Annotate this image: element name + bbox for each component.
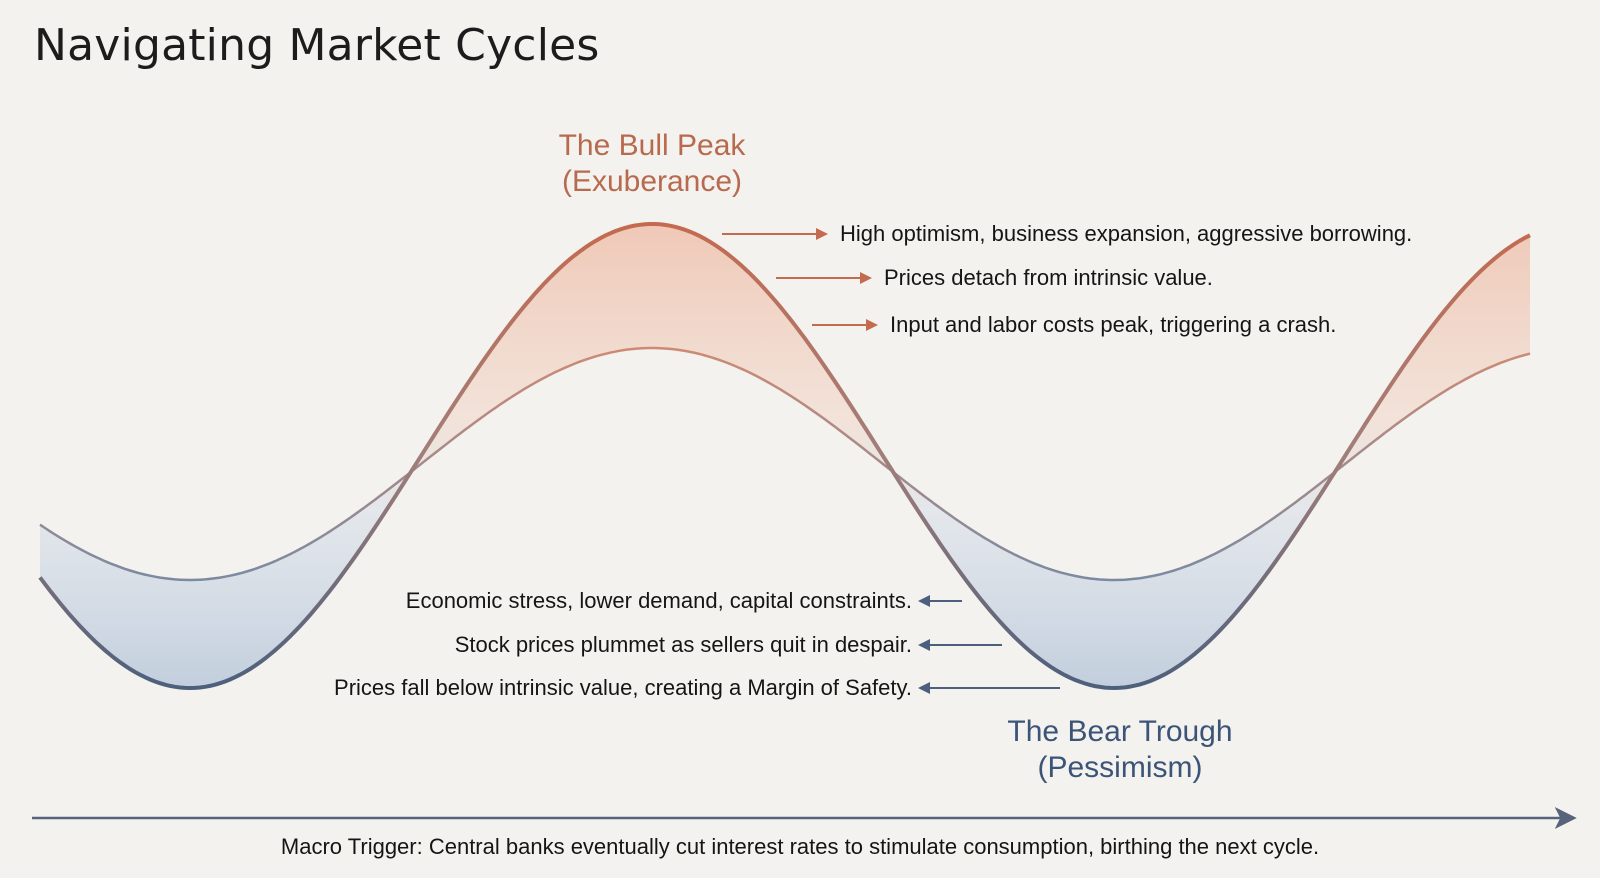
bull-peak-label: The Bull Peak (Exuberance) (552, 128, 752, 200)
peak-note-3: Input and labor costs peak, triggering a… (890, 312, 1337, 337)
peak-note-2: Prices detach from intrinsic value. (884, 265, 1213, 290)
trough-note-3: Prices fall below intrinsic value, creat… (334, 675, 912, 700)
bear-trough-subtitle: (Pessimism) (1037, 751, 1203, 784)
bear-trough-title: The Bear Trough (1007, 715, 1233, 748)
bear-trough-label: The Bear Trough (Pessimism) (1000, 714, 1240, 786)
trough-note-1: Economic stress, lower demand, capital c… (405, 588, 912, 613)
trough-note-2: Stock prices plummet as sellers quit in … (454, 632, 912, 657)
market-price-curve (38, 222, 1531, 691)
macro-trigger-caption: Macro Trigger: Central banks eventually … (280, 834, 1320, 859)
bull-peak-title: The Bull Peak (558, 129, 746, 162)
bull-peak-subtitle: (Exuberance) (561, 165, 743, 198)
cycle-band (40, 224, 1530, 688)
intrinsic-value-curve (39, 346, 1531, 582)
peak-note-1: High optimism, business expansion, aggre… (840, 221, 1413, 246)
page-title: Navigating Market Cycles (34, 20, 600, 71)
